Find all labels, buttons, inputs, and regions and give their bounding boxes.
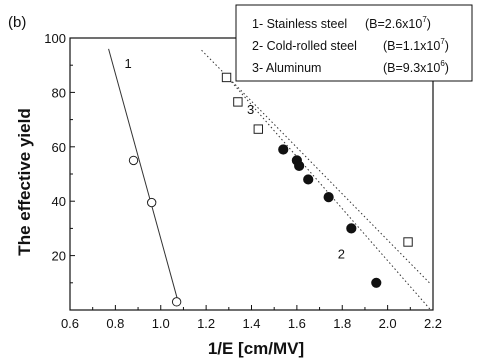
- x-axis-title: 1/E [cm/MV]: [208, 339, 304, 358]
- data-point-series-2: [323, 192, 334, 203]
- y-axis-ticks: 20 40 60 80 100: [44, 31, 75, 284]
- series-labels: 1 2 3: [124, 56, 344, 261]
- legend-entry-2-label: 2- Cold-rolled steel: [252, 39, 357, 53]
- data-point-series-3: [233, 97, 243, 107]
- data-point-series-2: [346, 223, 357, 234]
- data-point-series-1: [171, 297, 182, 307]
- legend-box: [235, 4, 473, 82]
- series-label-3: 3: [247, 102, 254, 117]
- x-tick-label: 1.0: [152, 316, 170, 331]
- fit-lines: [108, 48, 432, 311]
- series-label-1: 1: [124, 56, 131, 71]
- legend: 1- Stainless steel (B=2.6x107) 2- Cold-r…: [235, 4, 473, 82]
- series-label-2: 2: [338, 246, 345, 261]
- x-tick-label: 1.8: [333, 316, 351, 331]
- x-tick-label: 2.2: [424, 316, 442, 331]
- y-tick-label: 100: [44, 31, 66, 46]
- data-point-series-3: [403, 237, 413, 247]
- data-point-series-1: [128, 155, 139, 166]
- data-point-series-2: [371, 277, 382, 288]
- legend-entry-1-b: (B=2.6x107): [365, 15, 431, 31]
- x-tick-label: 2.0: [379, 316, 397, 331]
- x-tick-label: 0.8: [106, 316, 124, 331]
- legend-entry-1-label: 1- Stainless steel: [252, 17, 347, 31]
- legend-entry-3-b: (B=9.3x106): [383, 59, 449, 75]
- y-tick-label: 40: [52, 194, 66, 209]
- x-tick-label: 0.6: [61, 316, 79, 331]
- y-tick-label: 20: [52, 249, 66, 264]
- panel-label: (b): [8, 14, 26, 31]
- x-tick-label: 1.2: [197, 316, 215, 331]
- data-point-series-3: [253, 124, 264, 134]
- data-point-series-2: [294, 160, 305, 171]
- data-point-series-3: [221, 72, 232, 83]
- y-axis-title: The effective yield: [15, 108, 34, 255]
- x-axis-ticks: 0.6 0.8 1.0 1.2 1.4 1.6 1.8 2.0 2.2: [61, 305, 442, 331]
- y-tick-label: 80: [52, 85, 66, 100]
- legend-entry-2-b: (B=1.1x107): [383, 37, 449, 53]
- fit-line-series-3: [201, 49, 432, 285]
- x-tick-label: 1.6: [288, 316, 306, 331]
- fit-line-series-1: [108, 48, 180, 305]
- y-tick-label: 60: [52, 140, 66, 155]
- x-tick-label: 1.4: [242, 316, 260, 331]
- legend-entry-3-label: 3- Aluminum: [252, 61, 321, 75]
- data-point-series-2: [303, 174, 314, 185]
- data-point-series-2: [278, 144, 289, 155]
- data-point-series-1: [146, 197, 157, 208]
- data-markers: [128, 72, 413, 307]
